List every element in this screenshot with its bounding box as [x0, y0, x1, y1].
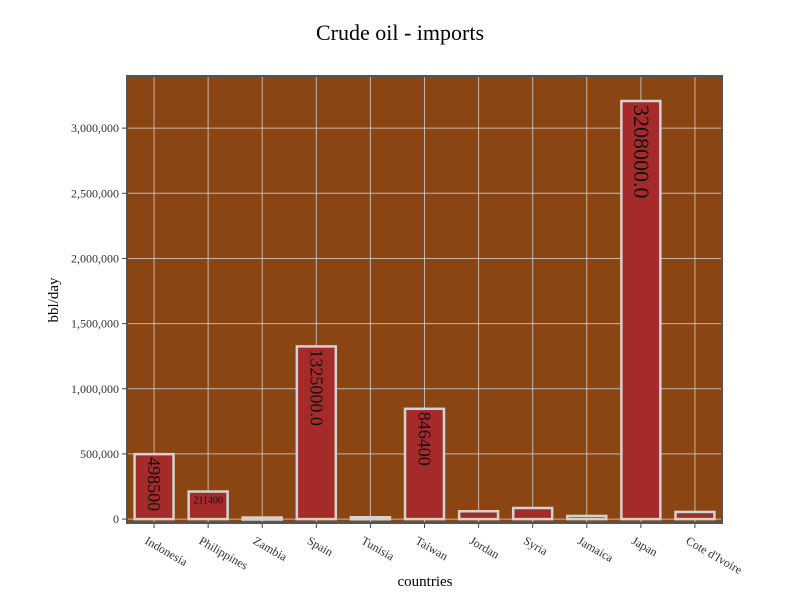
x-tick-label: Tunisia — [359, 533, 397, 563]
x-tick-label: Japan — [629, 533, 660, 559]
bar — [457, 510, 500, 521]
x-tick-label: Cote d'Ivoire — [683, 533, 744, 576]
bar — [241, 516, 283, 521]
x-tick-label: Jamaica — [575, 533, 616, 565]
x-axis-label: countries — [398, 574, 453, 590]
x-tick-label: Zambia — [251, 533, 290, 564]
y-tick-label: 0 — [113, 512, 119, 526]
bar — [566, 514, 608, 521]
bar — [295, 345, 338, 521]
bar — [349, 516, 392, 521]
x-tick-label: Syria — [521, 533, 551, 558]
bar-data-label: 211400 — [193, 496, 223, 507]
y-tick-label: 500,000 — [80, 447, 119, 461]
x-tick-label: Philippines — [197, 533, 251, 572]
y-tick-label: 2,500,000 — [71, 186, 119, 200]
x-tick-label: Spain — [305, 533, 336, 559]
bar — [511, 506, 554, 521]
bar-data-label: 1325000.0 — [306, 349, 326, 426]
y-axis-label: bbl/day — [46, 277, 62, 322]
y-tick-label: 3,000,000 — [71, 121, 119, 135]
bar — [133, 452, 175, 521]
x-tick-label: Indonesia — [143, 533, 191, 569]
bar — [403, 407, 446, 521]
bar — [674, 510, 716, 521]
bar-data-label: 3208000.0 — [629, 105, 654, 199]
x-tick-label: Jordan — [467, 533, 502, 561]
y-tick-label: 1,000,000 — [71, 382, 119, 396]
y-tick-label: 1,500,000 — [71, 317, 119, 331]
plot-frame — [126, 75, 723, 524]
bar-data-label: 846400 — [415, 412, 435, 466]
y-axis-ticks: 0 500,000 1,000,000 1,500,000 2,000,000 2,500… — [71, 121, 127, 526]
chart-title: Crude oil - imports — [316, 20, 484, 45]
x-axis-ticks: Indonesia Philippines Zambia Spain Tunisia Ta… — [143, 523, 745, 577]
y-tick-label: 2,000,000 — [71, 251, 119, 265]
bar-data-label: 498500 — [144, 457, 164, 511]
bar — [187, 490, 229, 521]
bars: 498500 211400 1325000.0 846400 3208000.0 — [133, 99, 716, 521]
x-tick-label: Taiwan — [413, 533, 450, 563]
bar — [620, 99, 662, 521]
